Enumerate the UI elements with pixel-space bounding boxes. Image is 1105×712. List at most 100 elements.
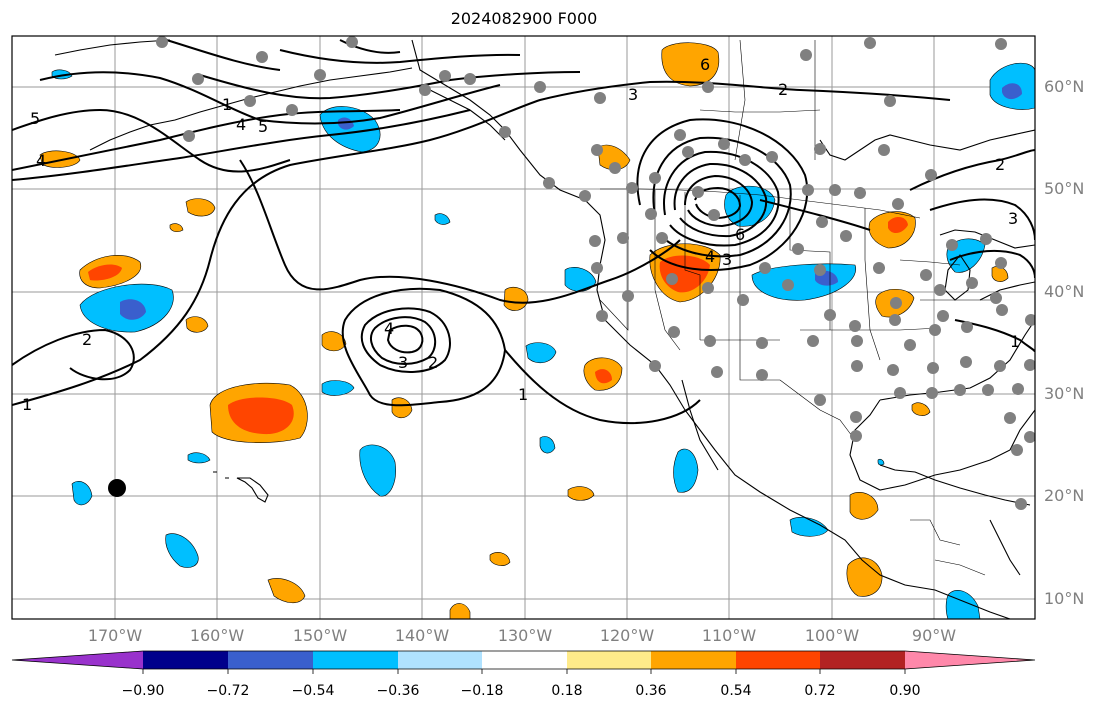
contour-label: 3 bbox=[398, 353, 408, 372]
contour-line bbox=[694, 186, 742, 220]
anomaly-blob bbox=[228, 397, 294, 435]
contour-line bbox=[12, 108, 291, 173]
contour-label: 1 bbox=[22, 395, 32, 414]
contour-label: 5 bbox=[30, 109, 40, 128]
contour-label: 1 bbox=[518, 385, 528, 404]
anomaly-blob bbox=[359, 444, 396, 497]
anomaly-blob bbox=[185, 198, 216, 217]
anomaly-blob bbox=[597, 144, 631, 170]
lon-label: 170°W bbox=[87, 626, 143, 645]
anomaly-blob bbox=[525, 342, 557, 364]
contour-label: 1 bbox=[222, 95, 232, 114]
anomaly-blob bbox=[503, 287, 529, 311]
contour-line bbox=[279, 49, 521, 64]
contour-label: 2 bbox=[82, 330, 92, 349]
anomaly-blob bbox=[165, 533, 199, 568]
lat-label: 50°N bbox=[1044, 179, 1085, 198]
anomaly-blob bbox=[321, 331, 347, 352]
contour-line bbox=[652, 136, 792, 258]
lat-label: 10°N bbox=[1044, 589, 1085, 608]
colorbar-segment bbox=[905, 651, 1035, 669]
map-title: 2024082900 F000 bbox=[450, 9, 598, 28]
contour-line bbox=[369, 316, 437, 365]
lon-label: 160°W bbox=[189, 626, 245, 645]
anomaly-blob bbox=[185, 316, 209, 333]
anomaly-blob bbox=[391, 397, 413, 419]
station-markers bbox=[156, 36, 1035, 510]
colorbar-tick-label: −0.90 bbox=[121, 683, 165, 699]
lat-label: 60°N bbox=[1044, 77, 1085, 96]
lon-label: 120°W bbox=[599, 626, 655, 645]
anomaly-blob bbox=[187, 452, 211, 464]
colorbar-segment bbox=[820, 651, 905, 669]
contour-line bbox=[663, 150, 780, 247]
colorbar-segment bbox=[143, 651, 228, 669]
anomaly-blob bbox=[673, 448, 699, 493]
contour-label: 6 bbox=[700, 55, 710, 74]
contour-label: 2 bbox=[428, 353, 438, 372]
contour-label: 3 bbox=[1008, 209, 1018, 228]
contour-label: 5 bbox=[258, 117, 268, 136]
lon-label: 110°W bbox=[701, 626, 757, 645]
anomaly-blob bbox=[449, 603, 471, 619]
negative-anomaly-fills bbox=[51, 62, 1035, 619]
contour-line bbox=[360, 307, 451, 373]
contour-labels: 1 2 4 3 2 1 5 4 6 3 2 6 3 4 1 4 5 2 3 1 bbox=[22, 55, 1020, 414]
contour-label: 4 bbox=[705, 247, 715, 266]
anomaly-blob bbox=[321, 380, 355, 396]
anomaly-blob bbox=[71, 481, 93, 506]
contour-line bbox=[673, 162, 768, 238]
colorbar-tick-label: −0.36 bbox=[376, 683, 420, 699]
contour-line bbox=[12, 109, 401, 171]
contour-line bbox=[954, 319, 1035, 353]
anomaly-blob bbox=[319, 106, 381, 153]
lon-label: 100°W bbox=[804, 626, 860, 645]
anomaly-blob bbox=[846, 557, 883, 597]
lat-label: 40°N bbox=[1044, 282, 1085, 301]
anomaly-blob bbox=[120, 299, 146, 320]
contour-line bbox=[684, 174, 754, 228]
colorbar-tick-label: 0.18 bbox=[551, 683, 583, 699]
contour-line bbox=[341, 287, 507, 407]
positive-anomaly-fills bbox=[39, 42, 1009, 619]
colorbar-segment bbox=[567, 651, 651, 669]
contour-line bbox=[12, 109, 471, 181]
contour-line bbox=[929, 198, 1035, 241]
lon-label: 150°W bbox=[292, 626, 348, 645]
contour-lines bbox=[12, 37, 1035, 425]
contour-label: 1 bbox=[1010, 332, 1020, 351]
contour-label: 4 bbox=[36, 151, 46, 170]
anomaly-blob bbox=[1002, 83, 1022, 100]
anomaly-blob bbox=[911, 402, 931, 416]
anomaly-blob bbox=[661, 42, 720, 87]
colorbar-segment bbox=[313, 651, 398, 669]
contour-line bbox=[636, 118, 809, 271]
contour-line bbox=[12, 80, 951, 406]
anomaly-blob bbox=[169, 223, 184, 233]
lon-label: 140°W bbox=[394, 626, 450, 645]
contour-label: 6 bbox=[735, 225, 745, 244]
map-frame bbox=[11, 35, 1036, 620]
colorbar-segment bbox=[482, 651, 567, 669]
contour-line bbox=[759, 199, 871, 231]
anomaly-blob bbox=[564, 267, 597, 292]
colorbar-segment bbox=[736, 651, 820, 669]
colorbar-tick-label: −0.54 bbox=[291, 683, 335, 699]
colorbar-segment bbox=[651, 651, 736, 669]
anomaly-blob bbox=[434, 213, 451, 225]
contour-line bbox=[159, 37, 281, 71]
anomaly-blob bbox=[567, 486, 595, 501]
anomaly-blob bbox=[888, 216, 908, 234]
contour-label: 3 bbox=[722, 250, 732, 269]
lon-label: 90°W bbox=[911, 626, 957, 645]
anomaly-blob bbox=[877, 458, 885, 466]
colorbar-tick-label: 0.72 bbox=[804, 683, 836, 699]
contour-line bbox=[39, 71, 501, 125]
contour-label: 3 bbox=[628, 85, 638, 104]
lon-label: 130°W bbox=[497, 626, 553, 645]
contour-line bbox=[239, 159, 681, 304]
colorbar-tick-label: 0.36 bbox=[635, 683, 667, 699]
contour-label: 2 bbox=[995, 155, 1005, 174]
contour-line bbox=[339, 39, 401, 54]
